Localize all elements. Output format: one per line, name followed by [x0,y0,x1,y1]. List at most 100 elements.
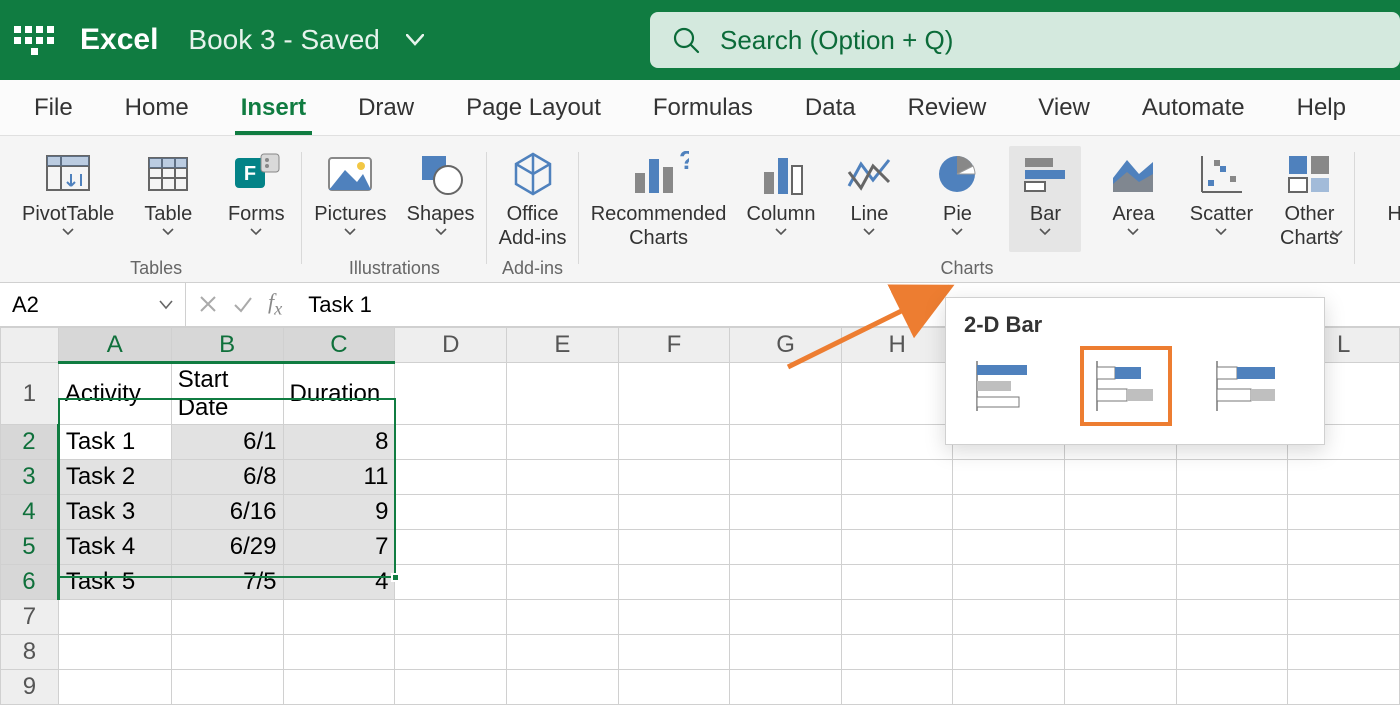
area-chart-button[interactable]: Area [1097,146,1169,252]
cell[interactable] [58,600,171,635]
pie-chart-button[interactable]: Pie [921,146,993,252]
cell[interactable] [395,670,507,705]
cell[interactable] [171,635,283,670]
cell[interactable] [395,495,507,530]
forms-button[interactable]: F Forms [220,146,292,252]
cell[interactable] [618,460,730,495]
cell-B3[interactable]: 6/8 [171,460,283,495]
cell-A1[interactable]: Activity [58,363,171,425]
cell[interactable] [1176,530,1288,565]
cell[interactable] [283,600,395,635]
cell-C1[interactable]: Duration [283,363,395,425]
tab-draw[interactable]: Draw [354,94,418,122]
cell[interactable] [507,460,619,495]
col-header-F[interactable]: F [618,328,730,363]
column-chart-button[interactable]: Column [745,146,818,252]
cell[interactable] [730,565,842,600]
cell[interactable] [730,425,842,460]
cell[interactable] [507,425,619,460]
cell-C3[interactable]: 11 [283,460,395,495]
row-header-4[interactable]: 4 [1,495,59,530]
app-launcher-icon[interactable] [14,20,54,60]
cell[interactable] [507,565,619,600]
name-box[interactable]: A2 [0,283,186,326]
cell[interactable] [1176,635,1288,670]
tab-review[interactable]: Review [904,94,991,122]
tab-data[interactable]: Data [801,94,860,122]
cell-C6[interactable]: 4 [283,565,395,600]
cancel-icon[interactable] [198,294,218,314]
cell[interactable] [1288,635,1400,670]
chart-option-clustered-bar[interactable] [964,350,1048,422]
cell[interactable] [841,600,953,635]
cell[interactable] [618,635,730,670]
pivottable-button[interactable]: PivotTable [20,146,116,252]
cell-A5[interactable]: Task 4 [58,530,171,565]
tab-file[interactable]: File [30,94,77,122]
document-title[interactable]: Book 3 - Saved [188,24,423,56]
cell[interactable] [1288,460,1400,495]
tab-insert[interactable]: Insert [237,94,310,122]
row-header-5[interactable]: 5 [1,530,59,565]
cell[interactable] [507,530,619,565]
cell[interactable] [1176,495,1288,530]
cell[interactable] [1065,600,1177,635]
tab-help[interactable]: Help [1293,94,1350,122]
cell[interactable] [395,460,507,495]
scatter-chart-button[interactable]: Scatter [1185,146,1257,252]
cell[interactable] [730,670,842,705]
cell[interactable] [841,670,953,705]
cell[interactable] [730,530,842,565]
cell[interactable] [1065,460,1177,495]
cell-A3[interactable]: Task 2 [58,460,171,495]
cell[interactable] [730,600,842,635]
cell-B6[interactable]: 7/5 [171,565,283,600]
tab-page-layout[interactable]: Page Layout [462,94,605,122]
hyperlink-button[interactable]: Hyperlink [1385,146,1400,252]
cell[interactable] [507,495,619,530]
cell[interactable] [618,425,730,460]
bar-chart-button[interactable]: Bar [1009,146,1081,252]
select-all-corner[interactable] [1,328,59,363]
cell[interactable] [395,600,507,635]
cell-A6[interactable]: Task 5 [58,565,171,600]
cell-B5[interactable]: 6/29 [171,530,283,565]
cell[interactable] [841,565,953,600]
cell[interactable] [395,363,507,425]
office-addins-button[interactable]: Office Add-ins [497,146,569,252]
tab-view[interactable]: View [1034,94,1094,122]
row-header-7[interactable]: 7 [1,600,59,635]
cell[interactable] [58,635,171,670]
cell[interactable] [283,670,395,705]
cell[interactable] [841,460,953,495]
cell[interactable] [1065,530,1177,565]
cell[interactable] [618,670,730,705]
cell[interactable] [1288,670,1400,705]
cell[interactable] [1176,460,1288,495]
col-header-D[interactable]: D [395,328,507,363]
cell[interactable] [1288,565,1400,600]
cell[interactable] [58,670,171,705]
col-header-C[interactable]: C [283,328,395,363]
cell[interactable] [953,600,1065,635]
tab-automate[interactable]: Automate [1138,94,1249,122]
fx-icon[interactable]: fx [268,289,282,319]
cell[interactable] [730,460,842,495]
cell[interactable] [618,363,730,425]
cell[interactable] [841,635,953,670]
tab-formulas[interactable]: Formulas [649,94,757,122]
cell[interactable] [507,635,619,670]
cell[interactable] [1288,600,1400,635]
cell[interactable] [1176,600,1288,635]
cell[interactable] [395,425,507,460]
cell-C5[interactable]: 7 [283,530,395,565]
cell[interactable] [507,670,619,705]
cell[interactable] [1288,495,1400,530]
cell[interactable] [507,363,619,425]
cell[interactable] [618,530,730,565]
cell[interactable] [1176,565,1288,600]
cell-B4[interactable]: 6/16 [171,495,283,530]
spreadsheet[interactable]: A B C D E F G H I J K L 1 Activity Start… [0,327,1400,705]
cell[interactable] [841,495,953,530]
cell[interactable] [395,565,507,600]
